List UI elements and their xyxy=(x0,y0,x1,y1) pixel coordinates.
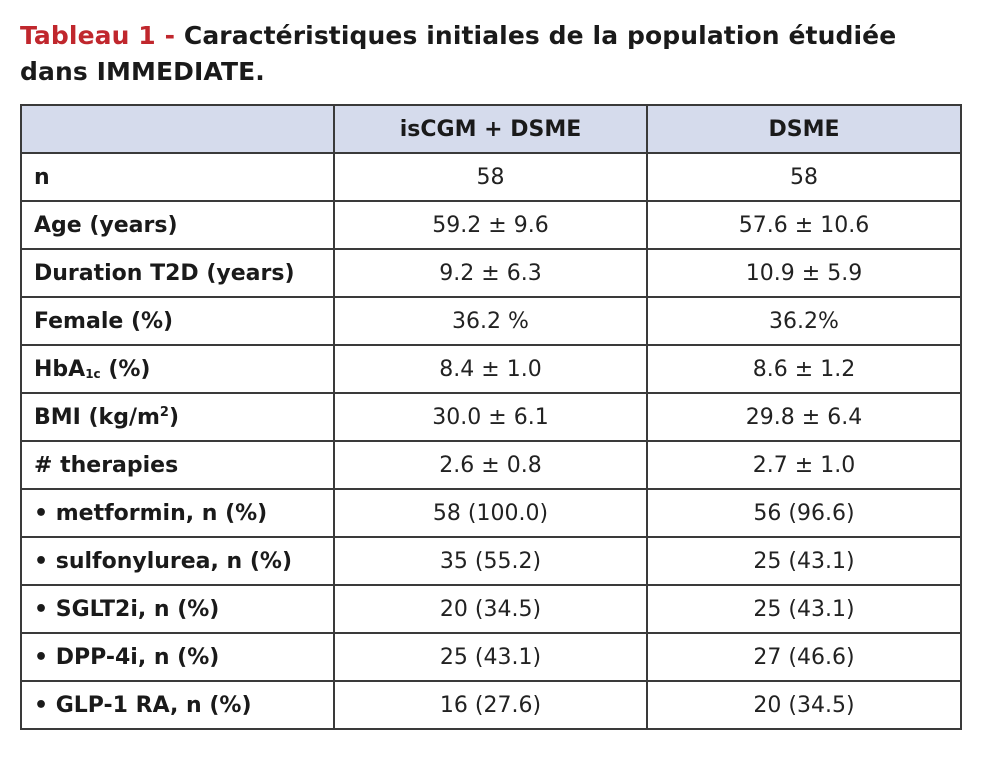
row-label: • GLP-1 RA, n (%) xyxy=(20,680,335,730)
table-row: • GLP-1 RA, n (%) 16 (27.6) 20 (34.5) xyxy=(20,680,962,730)
row-label-main: BMI (kg/m xyxy=(34,404,160,430)
table-row: • metformin, n (%) 58 (100.0) 56 (96.6) xyxy=(20,488,962,538)
cell-iscgm-dsme: 30.0 ± 6.1 xyxy=(333,392,648,442)
cell-iscgm-dsme: 35 (55.2) xyxy=(333,536,648,586)
cell-dsme: 29.8 ± 6.4 xyxy=(646,392,962,442)
row-label: n xyxy=(20,152,335,202)
row-label: • sulfonylurea, n (%) xyxy=(20,536,335,586)
row-label: • SGLT2i, n (%) xyxy=(20,584,335,634)
row-label-main: HbA xyxy=(34,356,86,382)
cell-iscgm-dsme: 2.6 ± 0.8 xyxy=(333,440,648,490)
cell-iscgm-dsme: 25 (43.1) xyxy=(333,632,648,682)
header-cell-iscgm-dsme: isCGM + DSME xyxy=(333,104,648,154)
header-row: isCGM + DSME DSME xyxy=(20,104,962,154)
cell-iscgm-dsme: 58 xyxy=(333,152,648,202)
table-row: • DPP-4i, n (%) 25 (43.1) 27 (46.6) xyxy=(20,632,962,682)
row-label: Duration T2D (years) xyxy=(20,248,335,298)
table-row: # therapies 2.6 ± 0.8 2.7 ± 1.0 xyxy=(20,440,962,490)
cell-dsme: 2.7 ± 1.0 xyxy=(646,440,962,490)
table-row: n 58 58 xyxy=(20,152,962,202)
row-label: • metformin, n (%) xyxy=(20,488,335,538)
row-label: • DPP-4i, n (%) xyxy=(20,632,335,682)
cell-dsme: 56 (96.6) xyxy=(646,488,962,538)
cell-dsme: 58 xyxy=(646,152,962,202)
table-row: BMI (kg/m2) 30.0 ± 6.1 29.8 ± 6.4 xyxy=(20,392,962,442)
table-row: Female (%) 36.2 % 36.2% xyxy=(20,296,962,346)
table-row: HbA1c (%) 8.4 ± 1.0 8.6 ± 1.2 xyxy=(20,344,962,394)
header-cell-dsme: DSME xyxy=(646,104,962,154)
cell-dsme: 57.6 ± 10.6 xyxy=(646,200,962,250)
cell-iscgm-dsme: 9.2 ± 6.3 xyxy=(333,248,648,298)
cell-iscgm-dsme: 8.4 ± 1.0 xyxy=(333,344,648,394)
row-label-superscript: 2 xyxy=(159,404,169,420)
row-label: Age (years) xyxy=(20,200,335,250)
cell-dsme: 25 (43.1) xyxy=(646,584,962,634)
cell-iscgm-dsme: 58 (100.0) xyxy=(333,488,648,538)
row-label-rest: (%) xyxy=(100,356,151,382)
baseline-characteristics-table: isCGM + DSME DSME n 58 58 Age (years) 59… xyxy=(20,104,962,730)
cell-iscgm-dsme: 59.2 ± 9.6 xyxy=(333,200,648,250)
row-label: BMI (kg/m2) xyxy=(20,392,335,442)
cell-dsme: 36.2% xyxy=(646,296,962,346)
header-cell-empty xyxy=(20,104,335,154)
caption-text: Caractéristiques initiales de la populat… xyxy=(20,21,897,86)
table-caption: Tableau 1 - Caractéristiques initiales d… xyxy=(20,18,960,90)
cell-dsme: 8.6 ± 1.2 xyxy=(646,344,962,394)
row-label: # therapies xyxy=(20,440,335,490)
table-row: Duration T2D (years) 9.2 ± 6.3 10.9 ± 5.… xyxy=(20,248,962,298)
row-label: HbA1c (%) xyxy=(20,344,335,394)
cell-dsme: 27 (46.6) xyxy=(646,632,962,682)
row-label: Female (%) xyxy=(20,296,335,346)
row-label-subscript: 1c xyxy=(85,366,101,381)
cell-iscgm-dsme: 36.2 % xyxy=(333,296,648,346)
cell-dsme: 10.9 ± 5.9 xyxy=(646,248,962,298)
table-row: • SGLT2i, n (%) 20 (34.5) 25 (43.1) xyxy=(20,584,962,634)
row-label-rest: ) xyxy=(168,404,180,430)
cell-iscgm-dsme: 20 (34.5) xyxy=(333,584,648,634)
cell-iscgm-dsme: 16 (27.6) xyxy=(333,680,648,730)
table-row: • sulfonylurea, n (%) 35 (55.2) 25 (43.1… xyxy=(20,536,962,586)
caption-prefix: Tableau 1 - xyxy=(20,21,184,50)
cell-dsme: 25 (43.1) xyxy=(646,536,962,586)
cell-dsme: 20 (34.5) xyxy=(646,680,962,730)
table-row: Age (years) 59.2 ± 9.6 57.6 ± 10.6 xyxy=(20,200,962,250)
